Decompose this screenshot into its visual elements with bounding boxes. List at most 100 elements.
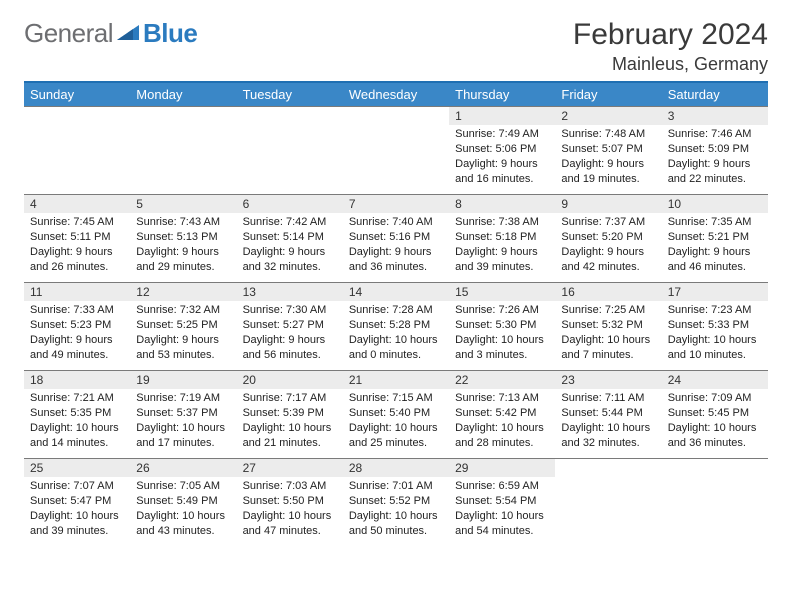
day-cell: 20Sunrise: 7:17 AMSunset: 5:39 PMDayligh…	[237, 371, 343, 459]
date-number: 22	[449, 371, 555, 389]
logo: General Blue	[24, 18, 197, 49]
day-details: Sunrise: 7:35 AMSunset: 5:21 PMDaylight:…	[662, 213, 768, 278]
day-cell: 18Sunrise: 7:21 AMSunset: 5:35 PMDayligh…	[24, 371, 130, 459]
day-details: Sunrise: 7:07 AMSunset: 5:47 PMDaylight:…	[24, 477, 130, 542]
date-number: 9	[555, 195, 661, 213]
day-cell	[343, 107, 449, 195]
day-details: Sunrise: 7:48 AMSunset: 5:07 PMDaylight:…	[555, 125, 661, 190]
day-details: Sunrise: 7:11 AMSunset: 5:44 PMDaylight:…	[555, 389, 661, 454]
day-details: Sunrise: 7:17 AMSunset: 5:39 PMDaylight:…	[237, 389, 343, 454]
weekday-head: Friday	[555, 83, 661, 107]
date-number: 16	[555, 283, 661, 301]
day-details: Sunrise: 7:05 AMSunset: 5:49 PMDaylight:…	[130, 477, 236, 542]
day-cell: 2Sunrise: 7:48 AMSunset: 5:07 PMDaylight…	[555, 107, 661, 195]
day-details: Sunrise: 7:46 AMSunset: 5:09 PMDaylight:…	[662, 125, 768, 190]
day-details: Sunrise: 7:03 AMSunset: 5:50 PMDaylight:…	[237, 477, 343, 542]
day-cell: 11Sunrise: 7:33 AMSunset: 5:23 PMDayligh…	[24, 283, 130, 371]
week-row: 4Sunrise: 7:45 AMSunset: 5:11 PMDaylight…	[24, 195, 768, 283]
day-cell: 4Sunrise: 7:45 AMSunset: 5:11 PMDaylight…	[24, 195, 130, 283]
weekday-row: Sunday Monday Tuesday Wednesday Thursday…	[24, 83, 768, 107]
week-row: 11Sunrise: 7:33 AMSunset: 5:23 PMDayligh…	[24, 283, 768, 371]
location: Mainleus, Germany	[573, 54, 768, 75]
day-cell: 12Sunrise: 7:32 AMSunset: 5:25 PMDayligh…	[130, 283, 236, 371]
day-details: Sunrise: 7:13 AMSunset: 5:42 PMDaylight:…	[449, 389, 555, 454]
day-cell: 25Sunrise: 7:07 AMSunset: 5:47 PMDayligh…	[24, 459, 130, 547]
date-number: 1	[449, 107, 555, 125]
day-details: Sunrise: 7:23 AMSunset: 5:33 PMDaylight:…	[662, 301, 768, 366]
date-number: 11	[24, 283, 130, 301]
day-details: Sunrise: 7:09 AMSunset: 5:45 PMDaylight:…	[662, 389, 768, 454]
day-details: Sunrise: 7:25 AMSunset: 5:32 PMDaylight:…	[555, 301, 661, 366]
date-number: 23	[555, 371, 661, 389]
weekday-head: Tuesday	[237, 83, 343, 107]
date-number: 17	[662, 283, 768, 301]
weekday-head: Wednesday	[343, 83, 449, 107]
logo-triangle-icon	[117, 22, 139, 45]
date-number: 20	[237, 371, 343, 389]
day-details: Sunrise: 7:15 AMSunset: 5:40 PMDaylight:…	[343, 389, 449, 454]
day-cell: 21Sunrise: 7:15 AMSunset: 5:40 PMDayligh…	[343, 371, 449, 459]
date-number: 15	[449, 283, 555, 301]
week-row: 18Sunrise: 7:21 AMSunset: 5:35 PMDayligh…	[24, 371, 768, 459]
date-number: 27	[237, 459, 343, 477]
day-details: Sunrise: 7:38 AMSunset: 5:18 PMDaylight:…	[449, 213, 555, 278]
logo-text-blue: Blue	[143, 18, 197, 49]
day-details: Sunrise: 7:40 AMSunset: 5:16 PMDaylight:…	[343, 213, 449, 278]
day-cell	[24, 107, 130, 195]
day-cell	[130, 107, 236, 195]
date-number: 14	[343, 283, 449, 301]
date-number: 18	[24, 371, 130, 389]
day-details: Sunrise: 7:32 AMSunset: 5:25 PMDaylight:…	[130, 301, 236, 366]
weekday-head: Thursday	[449, 83, 555, 107]
date-number: 4	[24, 195, 130, 213]
day-cell: 22Sunrise: 7:13 AMSunset: 5:42 PMDayligh…	[449, 371, 555, 459]
date-number: 6	[237, 195, 343, 213]
day-details: Sunrise: 7:21 AMSunset: 5:35 PMDaylight:…	[24, 389, 130, 454]
day-cell: 17Sunrise: 7:23 AMSunset: 5:33 PMDayligh…	[662, 283, 768, 371]
date-number: 2	[555, 107, 661, 125]
day-cell: 27Sunrise: 7:03 AMSunset: 5:50 PMDayligh…	[237, 459, 343, 547]
date-number: 3	[662, 107, 768, 125]
weekday-head: Monday	[130, 83, 236, 107]
day-details: Sunrise: 7:33 AMSunset: 5:23 PMDaylight:…	[24, 301, 130, 366]
date-number: 8	[449, 195, 555, 213]
date-number: 24	[662, 371, 768, 389]
title-block: February 2024 Mainleus, Germany	[573, 18, 768, 75]
month-title: February 2024	[573, 18, 768, 52]
day-cell: 16Sunrise: 7:25 AMSunset: 5:32 PMDayligh…	[555, 283, 661, 371]
date-number: 10	[662, 195, 768, 213]
day-cell: 6Sunrise: 7:42 AMSunset: 5:14 PMDaylight…	[237, 195, 343, 283]
date-number: 12	[130, 283, 236, 301]
day-cell: 14Sunrise: 7:28 AMSunset: 5:28 PMDayligh…	[343, 283, 449, 371]
date-number: 25	[24, 459, 130, 477]
day-cell: 23Sunrise: 7:11 AMSunset: 5:44 PMDayligh…	[555, 371, 661, 459]
day-cell: 3Sunrise: 7:46 AMSunset: 5:09 PMDaylight…	[662, 107, 768, 195]
date-number: 7	[343, 195, 449, 213]
date-number: 21	[343, 371, 449, 389]
day-details: Sunrise: 7:45 AMSunset: 5:11 PMDaylight:…	[24, 213, 130, 278]
day-cell: 10Sunrise: 7:35 AMSunset: 5:21 PMDayligh…	[662, 195, 768, 283]
date-number: 5	[130, 195, 236, 213]
day-cell: 15Sunrise: 7:26 AMSunset: 5:30 PMDayligh…	[449, 283, 555, 371]
date-number: 19	[130, 371, 236, 389]
day-cell	[662, 459, 768, 547]
day-cell: 9Sunrise: 7:37 AMSunset: 5:20 PMDaylight…	[555, 195, 661, 283]
day-details: Sunrise: 7:26 AMSunset: 5:30 PMDaylight:…	[449, 301, 555, 366]
day-cell	[237, 107, 343, 195]
day-details: Sunrise: 7:28 AMSunset: 5:28 PMDaylight:…	[343, 301, 449, 366]
weekday-head: Saturday	[662, 83, 768, 107]
day-details: Sunrise: 7:19 AMSunset: 5:37 PMDaylight:…	[130, 389, 236, 454]
date-number: 26	[130, 459, 236, 477]
day-cell: 7Sunrise: 7:40 AMSunset: 5:16 PMDaylight…	[343, 195, 449, 283]
day-cell: 29Sunrise: 6:59 AMSunset: 5:54 PMDayligh…	[449, 459, 555, 547]
day-details: Sunrise: 7:01 AMSunset: 5:52 PMDaylight:…	[343, 477, 449, 542]
calendar-table: Sunday Monday Tuesday Wednesday Thursday…	[24, 83, 768, 547]
date-number: 29	[449, 459, 555, 477]
day-cell: 8Sunrise: 7:38 AMSunset: 5:18 PMDaylight…	[449, 195, 555, 283]
day-details: Sunrise: 6:59 AMSunset: 5:54 PMDaylight:…	[449, 477, 555, 542]
day-details: Sunrise: 7:49 AMSunset: 5:06 PMDaylight:…	[449, 125, 555, 190]
day-details: Sunrise: 7:30 AMSunset: 5:27 PMDaylight:…	[237, 301, 343, 366]
date-number: 13	[237, 283, 343, 301]
day-details: Sunrise: 7:43 AMSunset: 5:13 PMDaylight:…	[130, 213, 236, 278]
header: General Blue February 2024 Mainleus, Ger…	[24, 18, 768, 75]
